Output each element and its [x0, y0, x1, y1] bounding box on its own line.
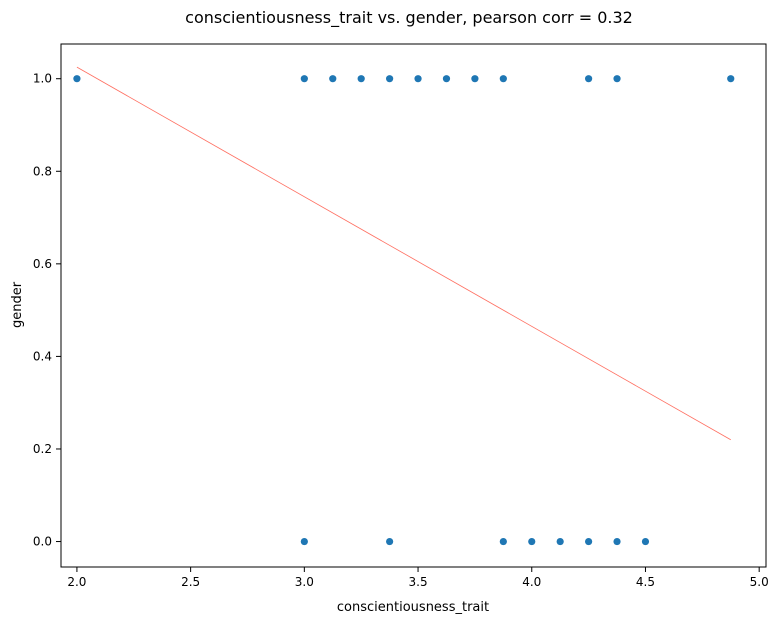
- x-tick-label: 2.5: [181, 575, 200, 589]
- data-point: [641, 537, 650, 546]
- x-tick-label: 5.0: [750, 575, 769, 589]
- y-tick-label: 0.6: [33, 257, 52, 271]
- y-tick-label: 1.0: [33, 72, 52, 86]
- data-point: [585, 75, 593, 83]
- data-point: [329, 75, 337, 83]
- x-axis-label: conscientiousness_trait: [337, 600, 489, 615]
- data-point: [585, 537, 593, 546]
- data-point: [357, 75, 365, 83]
- plot-area: [60, 43, 767, 568]
- data-point: [499, 75, 507, 83]
- x-tick-label: 3.0: [295, 575, 314, 589]
- data-point: [727, 75, 735, 83]
- data-point: [386, 537, 394, 546]
- x-tick-label: 4.0: [522, 575, 541, 589]
- x-tick-label: 3.5: [409, 575, 428, 589]
- x-axis-ticks: 2.0 2.5 3.0 3.5 4.0 4.5 5.0: [67, 567, 769, 589]
- data-point: [442, 75, 451, 83]
- chart-title: conscientiousness_trait vs. gender, pear…: [185, 8, 633, 28]
- data-point: [499, 537, 507, 546]
- data-point: [73, 75, 81, 83]
- trendline: [76, 66, 731, 441]
- data-point: [300, 75, 308, 83]
- data-point: [414, 75, 422, 83]
- y-tick-label: 0.0: [33, 535, 52, 549]
- x-tick-label: 4.5: [636, 575, 655, 589]
- x-tick-label: 2.0: [67, 575, 86, 589]
- data-point: [613, 75, 621, 83]
- data-point: [300, 537, 308, 546]
- data-point: [613, 537, 621, 546]
- data-point: [528, 537, 536, 546]
- data-point: [386, 75, 394, 83]
- y-axis-label: gender: [10, 281, 25, 328]
- data-point: [556, 537, 564, 546]
- y-axis-ticks: 0.0 0.2 0.4 0.6 0.8 1.0: [33, 72, 61, 549]
- data-point: [471, 75, 479, 83]
- points-layer: [73, 75, 735, 546]
- y-tick-label: 0.4: [33, 349, 52, 363]
- y-tick-label: 0.2: [33, 442, 52, 456]
- trendline-layer: [76, 66, 731, 441]
- y-tick-label: 0.8: [33, 164, 52, 178]
